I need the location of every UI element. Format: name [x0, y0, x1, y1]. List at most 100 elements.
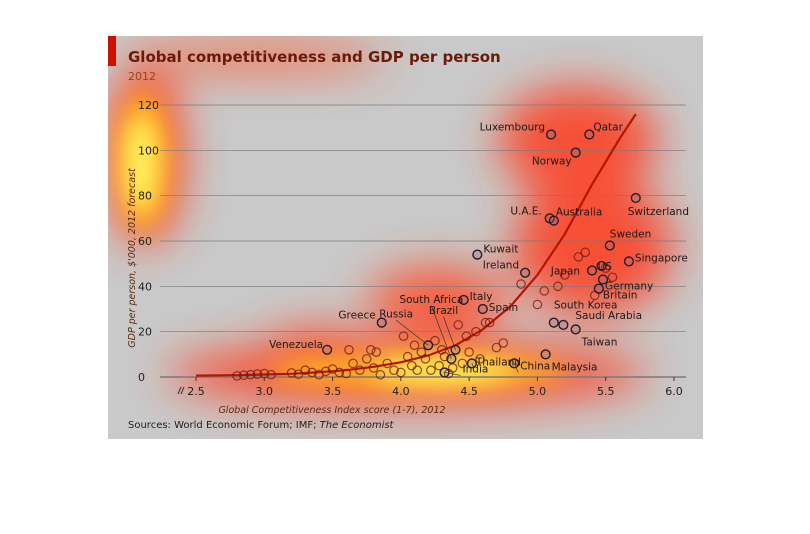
- y-axis-title: GDP per person, $'000, 2012 forecast: [127, 167, 138, 348]
- data-point: [307, 367, 317, 378]
- heat-yellow-left: [125, 116, 157, 212]
- data-point: [402, 351, 413, 362]
- data-point: [245, 369, 256, 380]
- point-label-australia: Australia: [556, 207, 602, 219]
- data-point: [607, 272, 618, 283]
- leader-line: [431, 305, 452, 359]
- x-tick-5.0: 5.0: [529, 385, 547, 398]
- data-point: [434, 360, 444, 371]
- point-label-singapore: Singapore: [635, 252, 688, 264]
- point-label-russia: Russia: [379, 308, 413, 320]
- data-point-south-korea: [548, 317, 559, 328]
- data-point-norway: [570, 147, 581, 158]
- data-point: [320, 366, 331, 377]
- data-point: [416, 347, 427, 357]
- source-publication: The Economist: [319, 420, 394, 431]
- data-point: [498, 338, 509, 348]
- point-label-china: China: [520, 360, 550, 372]
- data-point-spain: [477, 303, 488, 315]
- data-point: [334, 367, 345, 378]
- point-label-germany: Germany: [605, 281, 653, 293]
- y-tick-40: 40: [138, 280, 152, 293]
- x-axis-title: Global Competitiveness Index score (1-7)…: [218, 405, 445, 416]
- point-label-kuwait: Kuwait: [483, 244, 518, 256]
- data-point: [375, 369, 386, 380]
- point-label-south-korea: South Korea: [554, 300, 618, 312]
- data-point: [266, 369, 276, 380]
- chart-panel: Global competitiveness and GDP per perso…: [108, 36, 703, 439]
- data-points: [232, 129, 641, 381]
- point-label-japan: Japan: [550, 265, 580, 277]
- data-point: [293, 369, 304, 380]
- data-point-malaysia: [540, 349, 551, 360]
- data-point-singapore: [623, 256, 635, 267]
- x-tick-6.0: 6.0: [665, 385, 683, 398]
- data-point: [355, 365, 365, 375]
- data-point: [396, 367, 406, 378]
- y-tick-80: 80: [138, 190, 152, 203]
- data-point: [368, 363, 379, 373]
- data-point: [409, 340, 420, 351]
- x-tick-5.5: 5.5: [597, 385, 615, 398]
- leader-line: [444, 372, 461, 376]
- data-point: [471, 326, 481, 337]
- data-point: [286, 368, 297, 378]
- data-point: [573, 252, 584, 262]
- data-point: [539, 286, 550, 296]
- data-point-switzerland: [630, 192, 641, 204]
- data-point-italy: [458, 294, 469, 306]
- data-point: [398, 331, 409, 341]
- point-label-us: US: [598, 261, 613, 273]
- data-point: [559, 270, 570, 280]
- point-label-ireland: Ireland: [483, 260, 519, 272]
- data-point-sweden: [604, 240, 615, 251]
- y-tick-0: 0: [138, 371, 145, 384]
- data-point-venezuela: [322, 344, 333, 355]
- data-point-greece: [376, 317, 387, 328]
- leader-lines: [395, 305, 519, 376]
- data-point-britain: [593, 283, 604, 294]
- data-point-qatar: [584, 129, 595, 140]
- data-point-australia: [548, 215, 559, 226]
- x-tick-labels: 2.5 3.0 3.5 4.0 4.5 5.0 5.5 6.0: [187, 385, 683, 398]
- data-point: [361, 354, 372, 364]
- heat-red-right: [513, 176, 673, 316]
- data-point-saudi-arabia: [558, 319, 569, 330]
- chart-source: Sources: World Economic Forum; IMF; The …: [128, 420, 393, 431]
- data-point: [457, 358, 468, 369]
- heat-red-title: [128, 44, 388, 72]
- data-point: [366, 344, 376, 355]
- y-tick-60: 60: [138, 235, 152, 248]
- x-tick-4.5: 4.5: [460, 385, 478, 398]
- axis-break-icon: [177, 386, 185, 395]
- data-point: [412, 365, 423, 375]
- x-tick-3.5: 3.5: [324, 385, 342, 398]
- point-label-india: India: [463, 363, 489, 375]
- point-label-switzerland: Switzerland: [628, 206, 689, 218]
- x-tick-3.0: 3.0: [256, 385, 273, 398]
- y-tick-20: 20: [138, 326, 152, 339]
- point-label-thailand: Thailand: [475, 356, 521, 368]
- data-point-japan: [586, 265, 598, 276]
- x-tick-2.5: 2.5: [187, 385, 205, 398]
- chart-title: Global competitiveness and GDP per perso…: [128, 48, 501, 66]
- data-point: [252, 369, 263, 379]
- data-point: [453, 320, 464, 330]
- data-point: [344, 344, 354, 355]
- leader-line: [395, 319, 429, 346]
- heat-red-topright: [498, 86, 658, 196]
- data-point: [406, 360, 417, 371]
- accent-bar: [108, 36, 116, 66]
- data-point: [464, 347, 474, 357]
- x-tick-4.0: 4.0: [392, 385, 410, 398]
- point-label-greece: Greece: [338, 310, 375, 322]
- point-label-sweden: Sweden: [610, 229, 652, 241]
- data-point: [389, 365, 399, 375]
- point-label-britain: Britain: [603, 290, 638, 302]
- data-point: [341, 368, 352, 379]
- data-point: [580, 247, 591, 258]
- point-label-taiwan: Taiwan: [581, 336, 618, 348]
- data-point: [232, 371, 242, 381]
- data-point-luxembourg: [545, 129, 557, 140]
- source-text: Sources: World Economic Forum; IMF;: [128, 420, 320, 431]
